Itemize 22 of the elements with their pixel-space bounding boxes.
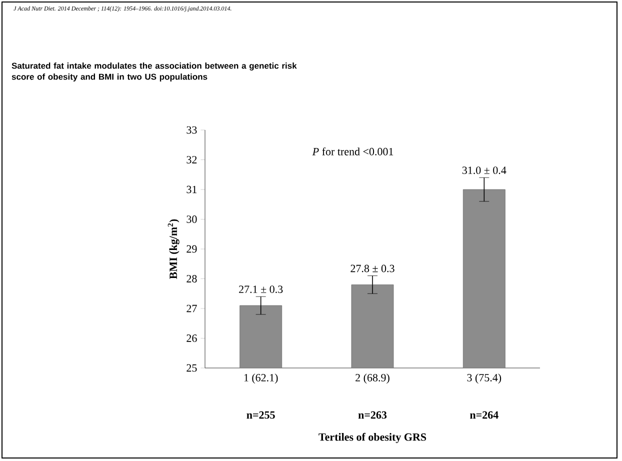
x-tick-label: 1 (62.1) [244,374,278,384]
data-label: 31.0 ± 0.4 [462,166,506,174]
text: n=255 [246,411,275,419]
x-axis-title: Tertiles of obesity GRS [318,432,426,444]
y-tick-label: 29 [186,245,197,253]
chart-title: Saturated fat intake modulates the association between a genetic risk score of obesity and BMI in two US populations [12,62,297,82]
y-tick-label: 30 [186,216,197,223]
y-tick-label: 32 [186,156,197,164]
y-tick-label: 26 [186,334,197,342]
x-tick-label: 3 (75.4) [467,374,502,384]
data-label: 27.1 ± 0.3 [239,286,283,294]
y-tick-label: 31 [186,186,197,194]
y-tick-label: 33 [186,126,197,134]
annotation: P for trend <0.001 [312,147,394,156]
y-tick-label: 27 [186,304,197,312]
y-axis-title: BMI (kg/m$^{2}$) [168,219,180,279]
text: n=264 [470,411,498,419]
data-label: 27.8 ± 0.3 [350,264,394,272]
text: n=263 [358,411,387,419]
x-tick-label: 2 (68.9) [356,374,390,384]
y-tick-label: 25 [186,364,197,372]
y-tick-label: 28 [186,275,197,282]
